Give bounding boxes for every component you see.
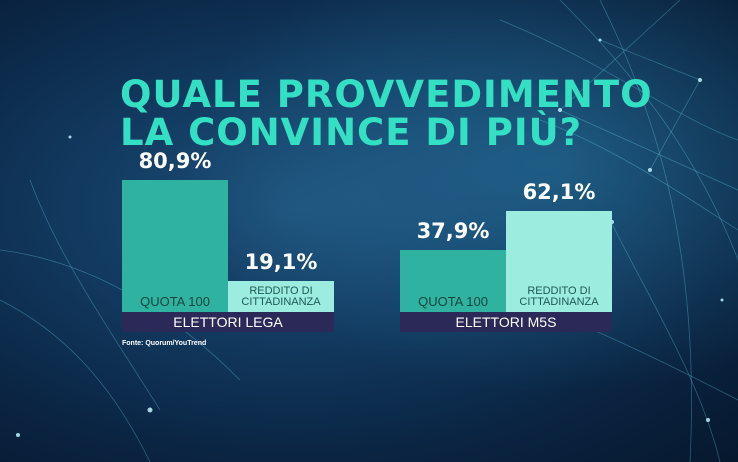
chart-title: QUALE PROVVEDIMENTO LA CONVINCE DI PIÙ?: [120, 76, 653, 152]
data-label-value: 62,1%: [522, 179, 596, 204]
bar-quota-100: QUOTA 100: [400, 250, 506, 312]
data-label-value: 80,9%: [138, 148, 212, 173]
bar-quota-100: QUOTA 100: [122, 179, 228, 312]
group-label: ELETTORI M5S: [400, 312, 612, 332]
data-label-value: 37,9%: [416, 219, 490, 244]
title-line-2: LA CONVINCE DI PIÙ?: [120, 111, 583, 154]
bar-category-label: REDDITO DI CITTADINANZA: [241, 284, 321, 308]
data-label-value: 19,1%: [244, 249, 318, 274]
bar-category-label: QUOTA 100: [140, 293, 210, 309]
bar-category-label: QUOTA 100: [418, 293, 488, 309]
bar-reddito-di-cittadinanza: REDDITO DI CITTADINANZA: [506, 210, 612, 312]
source-note: Fonte: Quorum/YouTrend: [122, 340, 207, 347]
bar-category-label: REDDITO DI CITTADINANZA: [519, 284, 599, 308]
group-label: ELETTORI LEGA: [122, 312, 334, 332]
title-line-1: QUALE PROVVEDIMENTO: [120, 73, 653, 116]
bar-reddito-di-cittadinanza: REDDITO DI CITTADINANZA: [228, 280, 334, 312]
